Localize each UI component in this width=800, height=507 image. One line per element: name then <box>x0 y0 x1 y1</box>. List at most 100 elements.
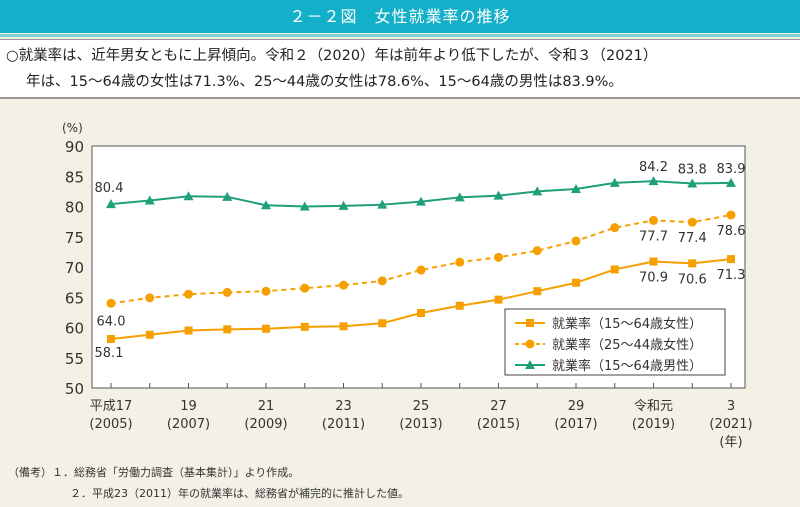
x-tick-label: 令和元 <box>634 399 673 414</box>
title-divider <box>0 34 800 37</box>
x-tick-label: 19 <box>180 399 197 414</box>
data-point-2 <box>726 177 736 187</box>
summary-box: ○就業率は、近年男女ともに上昇傾向。令和２（2020）年は前年より低下したが、令… <box>0 39 800 99</box>
legend-marker-2 <box>525 360 535 369</box>
data-point-0 <box>223 325 232 334</box>
data-point-1 <box>571 236 581 246</box>
data-point-0 <box>572 278 580 287</box>
data-point-2 <box>144 195 155 205</box>
data-point-0 <box>533 287 542 296</box>
data-label: 70.9 <box>639 271 668 286</box>
note-2: ２．平成23（2011）年の就業率は、総務省が補完的に推計した値。 <box>70 487 409 500</box>
data-point-2 <box>183 191 194 201</box>
x-tick-label: 平成17 <box>90 399 133 414</box>
data-point-2 <box>493 190 504 200</box>
data-point-2 <box>338 200 349 210</box>
data-point-1 <box>300 283 310 293</box>
data-point-2 <box>222 191 233 201</box>
figure-title: ２－２図 女性就業率の推移 <box>0 0 800 33</box>
x-tick-label: 25 <box>413 399 430 414</box>
y-tick-label: 90 <box>65 138 84 156</box>
legend-marker-0 <box>526 319 534 327</box>
data-point-0 <box>262 324 270 333</box>
data-label: 80.4 <box>95 181 124 196</box>
x-tick-year-label: (2009) <box>244 417 287 432</box>
x-tick-year-label: (2005) <box>89 417 132 432</box>
data-point-2 <box>532 186 543 196</box>
data-point-2 <box>454 192 465 202</box>
data-point-1 <box>377 276 387 286</box>
data-label: 64.0 <box>97 314 126 329</box>
y-axis-unit: (%) <box>62 121 83 135</box>
data-label: 77.4 <box>678 231 707 246</box>
data-point-2 <box>377 199 388 209</box>
x-tick-label: 29 <box>568 399 585 414</box>
data-point-1 <box>610 223 620 233</box>
data-point-0 <box>688 259 697 268</box>
x-tick-year-label: (2013) <box>399 417 442 432</box>
summary-line-1: ○就業率は、近年男女ともに上昇傾向。令和２（2020）年は前年より低下したが、令… <box>6 48 658 64</box>
data-point-2 <box>299 201 310 211</box>
data-point-2 <box>106 199 116 209</box>
data-label: 71.3 <box>717 268 746 283</box>
data-label: 78.6 <box>717 224 746 239</box>
legend-label: 就業率（15～64歳女性） <box>552 316 702 332</box>
summary-line-2: 年は、15～64歳の女性は71.3%、25～44歳の女性は78.6%、15～64… <box>26 74 623 90</box>
data-label: 58.1 <box>95 346 124 361</box>
series-line-1 <box>110 213 732 305</box>
data-point-0 <box>300 322 309 331</box>
y-tick-label: 60 <box>65 320 84 338</box>
data-point-0 <box>184 326 193 335</box>
data-point-2 <box>571 183 581 193</box>
data-point-1 <box>687 217 697 227</box>
legend-marker-1 <box>525 339 535 349</box>
data-point-0 <box>107 334 115 343</box>
data-label: 83.9 <box>717 162 746 177</box>
data-point-0 <box>145 330 154 339</box>
data-label: 77.7 <box>639 229 668 244</box>
x-tick-year-label: (2019) <box>632 417 675 432</box>
data-point-1 <box>261 286 271 296</box>
data-point-0 <box>378 319 387 328</box>
data-point-2 <box>648 176 659 186</box>
note-1: （備考）１．総務省「労働力調査（基本集計）」より作成。 <box>8 466 300 479</box>
y-tick-label: 55 <box>65 350 84 368</box>
data-point-1 <box>455 257 465 267</box>
y-tick-label: 85 <box>65 168 84 186</box>
data-point-1 <box>184 289 193 299</box>
x-tick-label: 27 <box>490 399 507 414</box>
data-point-2 <box>687 178 698 188</box>
data-point-1 <box>726 210 736 220</box>
data-label: 83.8 <box>678 163 707 178</box>
x-tick-year-label: (2011) <box>322 417 365 432</box>
x-tick-label: 21 <box>258 399 275 414</box>
data-point-0 <box>339 322 348 331</box>
data-point-1 <box>222 287 232 297</box>
data-point-1 <box>106 298 116 308</box>
data-point-0 <box>649 257 658 266</box>
data-point-0 <box>417 308 425 317</box>
x-tick-year-label: (2021) <box>709 417 752 432</box>
y-tick-label: 75 <box>65 229 84 247</box>
data-point-1 <box>416 265 426 275</box>
x-axis-unit: (年) <box>719 435 742 450</box>
data-point-2 <box>261 200 271 210</box>
y-tick-label: 80 <box>65 199 84 217</box>
y-tick-label: 70 <box>65 259 84 277</box>
data-point-0 <box>727 255 735 264</box>
data-point-0 <box>494 295 503 304</box>
data-point-1 <box>494 252 503 262</box>
x-tick-year-label: (2007) <box>167 417 210 432</box>
data-point-1 <box>532 246 542 256</box>
x-tick-year-label: (2017) <box>554 417 597 432</box>
x-tick-label: 23 <box>335 399 352 414</box>
data-label: 70.6 <box>678 272 707 287</box>
y-tick-label: 50 <box>65 380 84 398</box>
x-tick-year-label: (2015) <box>477 417 520 432</box>
data-point-1 <box>649 215 658 225</box>
data-point-0 <box>610 265 619 274</box>
data-point-2 <box>416 196 426 206</box>
data-label: 84.2 <box>639 160 668 175</box>
data-point-1 <box>145 293 155 303</box>
